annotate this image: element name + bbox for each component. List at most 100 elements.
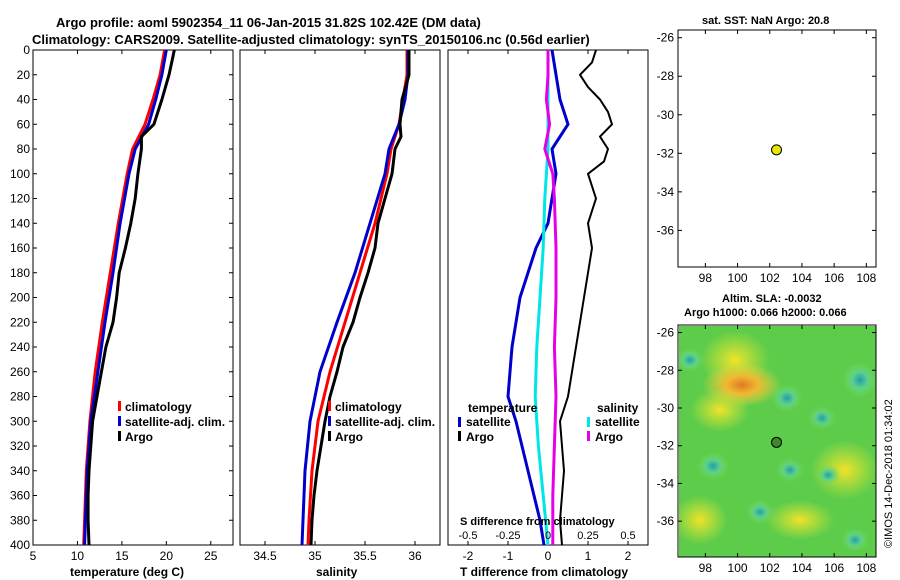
s-diff-tick-label: 0.25 [577,530,598,542]
series-line-t-satellite-diff [506,49,570,546]
sla-axis-ticks: -26 -28 -30 -32 -34 -36 98 100 102 104 106 108 [657,325,877,575]
lat-tick-label: -26 [657,31,675,45]
salinity-legend: climatology satellite-adj. clim. Argo [328,400,435,444]
lon-tick-label: 98 [699,271,713,285]
depth-tick-label: 320 [10,439,30,453]
lat-tick-label: -30 [657,108,675,122]
lat-tick-label: -36 [657,223,675,237]
lon-tick-label: 98 [699,561,713,575]
legend-t-argo: Argo [466,430,494,444]
legend-s-argo: Argo [595,430,623,444]
temperature-series [82,49,176,546]
lat-tick-label: -36 [657,514,675,528]
salinity-x-ticks: 34.5 35 35.5 36 [253,50,422,563]
lat-tick-label: -28 [657,69,675,83]
lat-tick-label: -34 [657,476,675,490]
lon-tick-label: 102 [760,271,780,285]
lon-tick-label: 102 [760,561,780,575]
s-difference-label: S difference from climatology [460,516,616,528]
depth-tick-label: 120 [10,192,30,206]
temperature-panel: 0204060801001201401601802002202402602803… [10,43,648,579]
depth-tick-label: 40 [17,93,31,107]
legend-climatology-s: climatology [335,400,402,414]
legend-satellite-adj-s: satellite-adj. clim. [335,415,435,429]
sla-title-line1: Altim. SLA: -0.0032 [722,293,822,305]
series-line-t-argo-diff [559,49,613,546]
legend-swatch-t-argo [458,431,461,441]
x-tick-label: 34.5 [253,549,277,563]
imos-credit: ©IMOS 14-Dec-2018 01:34:02 [883,399,895,548]
x-tick-label: 10 [71,549,85,563]
s-diff-tick-label: -0.5 [459,530,478,542]
legend-satellite-adj: satellite-adj. clim. [125,415,225,429]
temperature-xlabel: temperature (deg C) [70,565,184,579]
depth-tick-label: 140 [10,216,30,230]
salinity-panel: 34.5 35 35.5 36 climatology satellite-adj. … [239,49,441,579]
depth-tick-label: 180 [10,266,30,280]
legend-argo: Argo [125,430,153,444]
legend-t-satellite: satellite [466,415,511,429]
sla-map-panel: Altim. SLA: -0.0032 Argo h1000: 0.066 h2… [657,293,877,575]
argo-position-marker [771,144,783,156]
sla-title-line2: Argo h1000: 0.066 h2000: 0.066 [684,307,847,319]
lon-tick-label: 100 [728,561,748,575]
x-tick-label: 0 [545,549,552,563]
difference-xlabel: T difference from climatology [460,565,628,579]
legend-swatch-s-satellite [587,417,590,427]
lon-tick-label: 100 [728,271,748,285]
lon-tick-label: 104 [792,561,812,575]
legend-swatch-argo-s [328,431,331,441]
depth-tick-label: 380 [10,513,30,527]
legend-swatch-climatology-s [328,401,331,411]
lat-tick-label: -32 [657,146,675,160]
series-line-argo [309,50,411,546]
sst-map-panel: sat. SST: NaN Argo: 20.8 -26 -28 -30 -32 -34… [657,15,877,285]
lon-tick-label: 104 [792,271,812,285]
depth-tick-label: 80 [17,142,31,156]
lat-tick-label: -32 [657,439,675,453]
lat-tick-label: -28 [657,363,675,377]
x-tick-label: 2 [625,549,632,563]
depth-tick-label: 0 [23,43,30,57]
legend-s-satellite: satellite [595,415,640,429]
depth-tick-label: 100 [10,167,30,181]
lon-tick-label: 108 [856,561,876,575]
x-tick-label: 25 [204,549,218,563]
s-diff-tick-label: 0.5 [620,530,635,542]
temperature-x-ticks: 5 10 15 20 25 [30,50,218,563]
x-tick-label: 35 [308,549,322,563]
legend-swatch-argo [118,431,121,441]
salinity-axes-frame [239,49,441,546]
difference-series [506,49,613,546]
legend-swatch-satellite [118,416,121,426]
sla-field [679,326,876,557]
lon-tick-label: 106 [824,561,844,575]
temperature-axes-frame [32,49,234,546]
x-tick-label: -1 [503,549,514,563]
figure-title-line2: Climatology: CARS2009. Satellite-adjuste… [32,32,590,47]
depth-tick-label: 400 [10,538,30,552]
legend-swatch-satellite-s [328,416,331,426]
x-tick-label: 5 [30,549,37,563]
figure-title-line1: Argo profile: aoml 5902354_11 06-Jan-201… [56,15,481,30]
x-tick-label: -2 [463,549,474,563]
x-tick-label: 15 [115,549,129,563]
series-line-satellite-adj--clim- [83,49,168,546]
sla-map-frame [677,324,877,558]
s-diff-tick-label: 0 [545,530,551,542]
depth-tick-label: 200 [10,291,30,305]
temperature-legend: climatology satellite-adj. clim. Argo [118,400,225,444]
legend-swatch-s-argo [587,431,590,441]
s-difference-ticks: -0.5 -0.25 0 0.25 0.5 [459,530,636,542]
series-line-satellite-adj--clim- [300,50,410,546]
legend-heading-temperature: temperature [468,401,538,415]
salinity-xlabel: salinity [316,565,358,579]
lat-tick-label: -26 [657,326,675,340]
depth-tick-label: 240 [10,340,30,354]
depth-tick-label: 300 [10,414,30,428]
depth-tick-label: 280 [10,390,30,404]
legend-climatology: climatology [125,400,192,414]
depth-tick-label: 340 [10,464,30,478]
lat-tick-label: -30 [657,401,675,415]
